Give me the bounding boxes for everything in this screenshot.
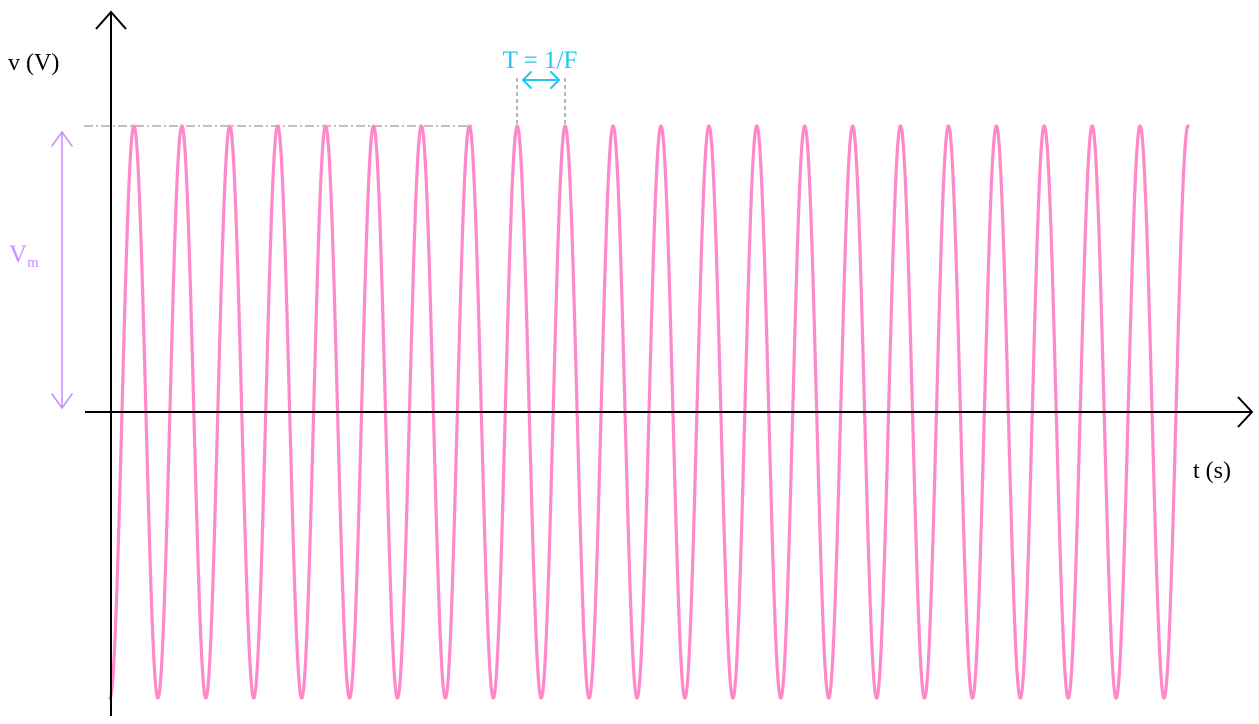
amplitude-label-main: V: [9, 241, 27, 268]
amplitude-label: Vm: [9, 241, 39, 271]
amplitude-double-arrow: [51, 131, 73, 409]
x-axis-label: t (s): [1193, 458, 1231, 484]
period-label: T = 1/F: [503, 47, 578, 74]
y-axis-label: v (V): [8, 50, 59, 76]
y-axis-arrowhead: [95, 10, 127, 30]
x-axis-arrowhead: [1237, 396, 1254, 428]
amplitude-label-subscript: m: [27, 255, 39, 271]
period-double-arrow: [522, 71, 560, 89]
